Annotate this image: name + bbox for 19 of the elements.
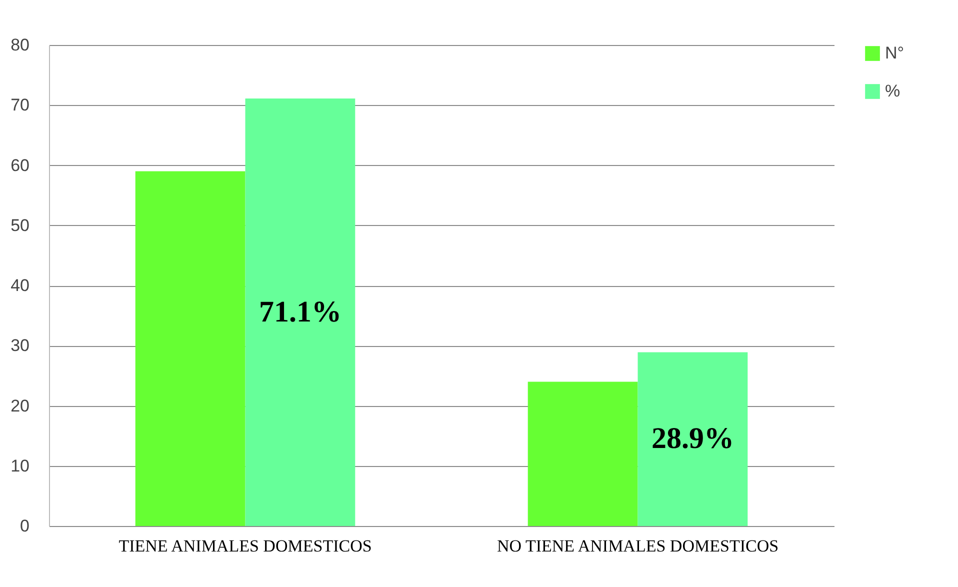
bar [135, 171, 246, 526]
y-tick-label: 40 [10, 276, 30, 295]
bar [528, 382, 638, 526]
y-tick-label: 30 [10, 336, 30, 356]
y-tick-label: 0 [20, 516, 30, 536]
data-label: 28.9% [651, 422, 734, 456]
legend-label: N° [885, 44, 904, 62]
x-tick-label: TIENE ANIMALES DOMESTICOS [118, 536, 372, 556]
y-tick-label: 10 [10, 456, 30, 476]
y-tick-label: 60 [10, 156, 30, 175]
y-tick-label: 20 [10, 396, 30, 416]
y-tick-label: 50 [10, 216, 30, 235]
x-tick-label: NO TIENE ANIMALES DOMESTICOS [496, 536, 779, 556]
bar [245, 98, 356, 526]
y-tick-label: 80 [10, 36, 30, 54]
legend-label: % [885, 82, 900, 100]
bar [638, 352, 748, 526]
data-label: 71.1% [258, 295, 342, 328]
y-tick-label: 70 [10, 96, 30, 115]
